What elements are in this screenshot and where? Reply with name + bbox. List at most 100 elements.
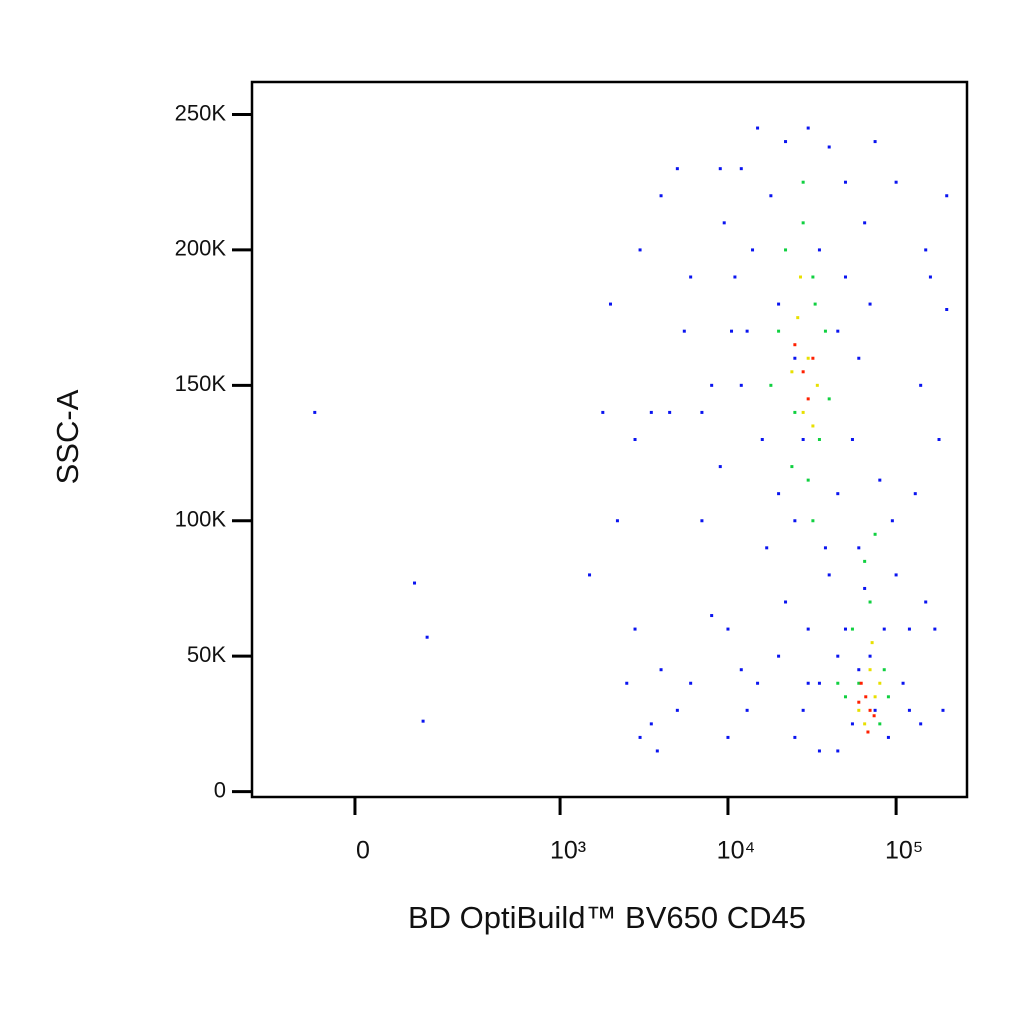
data-point bbox=[784, 600, 788, 604]
data-point bbox=[817, 438, 821, 441]
data-point bbox=[806, 681, 810, 685]
data-point bbox=[588, 573, 592, 577]
x-tick-label: 10⁵ bbox=[885, 837, 923, 865]
data-point bbox=[790, 370, 794, 374]
data-point bbox=[886, 735, 890, 739]
data-point bbox=[868, 708, 872, 712]
data-point bbox=[907, 627, 911, 631]
data-point bbox=[864, 695, 868, 699]
y-tick-label: 150K bbox=[175, 371, 227, 396]
data-point bbox=[313, 410, 317, 414]
data-point bbox=[700, 519, 704, 523]
data-point bbox=[806, 627, 810, 631]
data-point bbox=[726, 627, 730, 631]
data-point bbox=[796, 316, 800, 320]
data-point bbox=[850, 722, 854, 726]
data-point bbox=[756, 681, 760, 685]
data-point bbox=[873, 532, 877, 536]
data-point bbox=[928, 275, 932, 279]
data-point bbox=[886, 695, 890, 699]
data-point bbox=[868, 654, 872, 658]
data-point bbox=[718, 167, 722, 171]
y-tick-label: 50K bbox=[187, 642, 226, 667]
data-point bbox=[868, 600, 872, 604]
data-point bbox=[726, 735, 730, 739]
data-point bbox=[638, 248, 642, 252]
data-point bbox=[811, 356, 815, 360]
data-point bbox=[813, 302, 817, 306]
data-point bbox=[413, 581, 417, 585]
data-point bbox=[817, 248, 821, 252]
data-point bbox=[765, 546, 769, 550]
data-point bbox=[793, 410, 797, 414]
data-point bbox=[777, 492, 781, 496]
x-tick-label: 0 bbox=[356, 837, 370, 865]
data-point bbox=[850, 627, 854, 631]
x-axis-label: BD OptiBuild™ BV650 CD45 bbox=[408, 900, 806, 935]
data-point bbox=[811, 519, 815, 523]
data-point bbox=[700, 410, 704, 414]
data-point bbox=[894, 573, 898, 577]
data-point bbox=[882, 668, 886, 672]
data-point bbox=[777, 329, 781, 333]
data-point bbox=[625, 681, 629, 685]
data-point bbox=[730, 329, 734, 333]
data-point bbox=[689, 275, 693, 279]
data-point bbox=[801, 180, 805, 184]
data-point bbox=[843, 180, 847, 184]
data-point bbox=[843, 627, 847, 631]
data-point bbox=[945, 194, 949, 198]
data-point bbox=[850, 438, 854, 441]
data-point bbox=[649, 410, 653, 414]
data-point bbox=[890, 519, 894, 523]
data-point bbox=[878, 478, 882, 482]
data-point bbox=[710, 614, 714, 618]
y-tick-label: 0 bbox=[214, 777, 226, 802]
data-point bbox=[857, 700, 861, 704]
data-point bbox=[633, 627, 637, 631]
data-point bbox=[793, 519, 797, 523]
data-point bbox=[907, 708, 911, 712]
data-point bbox=[682, 329, 686, 333]
data-point bbox=[801, 438, 805, 441]
data-point bbox=[827, 397, 831, 401]
data-point bbox=[857, 681, 861, 685]
data-point bbox=[945, 308, 949, 311]
data-point bbox=[633, 438, 637, 441]
data-point bbox=[873, 708, 877, 712]
data-point bbox=[722, 221, 726, 225]
data-point bbox=[806, 478, 810, 482]
data-point bbox=[638, 735, 642, 739]
data-point bbox=[806, 126, 810, 130]
data-point bbox=[857, 668, 861, 672]
data-point bbox=[689, 681, 693, 685]
data-point bbox=[675, 167, 679, 171]
data-point bbox=[873, 695, 877, 699]
data-point bbox=[718, 465, 722, 469]
data-point bbox=[745, 329, 749, 333]
data-point bbox=[843, 275, 847, 279]
data-point bbox=[863, 586, 867, 590]
data-point bbox=[811, 424, 815, 428]
data-point bbox=[857, 356, 861, 360]
data-point bbox=[793, 356, 797, 360]
plot-frame bbox=[250, 80, 969, 799]
data-point bbox=[817, 749, 821, 753]
x-tick-label: 10⁴ bbox=[717, 837, 756, 865]
data-point bbox=[868, 302, 872, 306]
data-point bbox=[815, 383, 819, 387]
data-point bbox=[863, 221, 867, 225]
data-point bbox=[843, 695, 847, 699]
data-point bbox=[919, 383, 923, 387]
data-point bbox=[798, 275, 802, 279]
y-tick-label: 250K bbox=[175, 100, 227, 125]
data-point bbox=[933, 627, 937, 631]
data-point bbox=[836, 654, 840, 658]
data-point bbox=[811, 275, 815, 279]
data-point bbox=[827, 145, 831, 149]
data-point bbox=[745, 708, 749, 712]
data-point bbox=[784, 140, 788, 144]
data-point bbox=[859, 681, 863, 685]
data-point bbox=[777, 302, 781, 306]
data-point bbox=[941, 708, 945, 712]
